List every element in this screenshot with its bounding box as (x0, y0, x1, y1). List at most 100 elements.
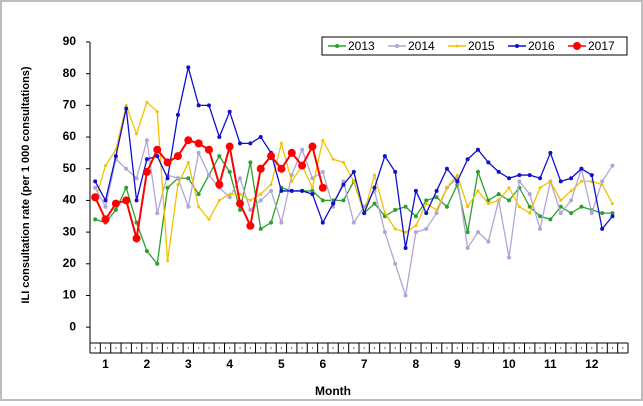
series-marker (444, 166, 449, 171)
x-dot (529, 347, 531, 349)
x-dot (467, 347, 469, 349)
y-tick-label: 60 (63, 129, 77, 143)
x-dot (570, 347, 572, 349)
series-marker (186, 204, 191, 209)
series-marker (434, 195, 439, 200)
series-marker (248, 141, 253, 146)
y-tick-label: 50 (63, 161, 77, 175)
x-dot (591, 347, 593, 349)
series-marker (413, 214, 418, 219)
series-marker (486, 160, 491, 165)
series-marker (248, 207, 253, 212)
series-marker (134, 176, 139, 181)
series-marker (579, 204, 584, 209)
series-marker (310, 186, 314, 190)
series-marker (538, 186, 542, 190)
series-marker (413, 188, 418, 193)
series-marker (528, 211, 532, 215)
series-marker (393, 261, 398, 266)
x-dot (239, 347, 241, 349)
series-marker (101, 215, 110, 224)
series-marker (103, 198, 108, 203)
x-dot (539, 347, 541, 349)
x-dot (394, 347, 396, 349)
series-marker (486, 202, 490, 206)
x-dot (208, 347, 210, 349)
x-dot (487, 347, 489, 349)
series-marker (269, 188, 274, 193)
series-marker (196, 103, 201, 108)
series-marker (124, 185, 129, 190)
series-marker (600, 226, 605, 231)
series-marker (258, 135, 263, 140)
series-marker (197, 205, 201, 209)
legend-label: 2017 (588, 39, 615, 53)
series-marker (372, 201, 377, 206)
x-dot (508, 347, 510, 349)
y-tick-label: 20 (63, 256, 77, 270)
y-tick-label: 70 (63, 98, 77, 112)
x-dot (373, 347, 376, 349)
legend-marker (335, 44, 339, 48)
x-dot (425, 347, 427, 349)
x-dot (177, 347, 179, 349)
series-marker (124, 106, 129, 111)
series-marker (559, 198, 563, 202)
series-marker (155, 261, 160, 266)
series-marker (248, 198, 252, 202)
x-dot (404, 347, 407, 349)
x-dot (104, 347, 107, 349)
x-dot (229, 347, 231, 349)
series-marker (215, 180, 224, 189)
series-marker (124, 103, 128, 107)
legend-marker (395, 44, 399, 48)
series-marker (134, 220, 139, 225)
series-marker (277, 164, 286, 173)
series-marker (93, 217, 98, 222)
series-marker (258, 226, 263, 231)
series-marker (134, 198, 139, 203)
series-marker (166, 259, 170, 263)
series-marker (310, 176, 315, 181)
series-marker (269, 183, 273, 187)
series-marker (256, 164, 265, 173)
series-marker (527, 204, 532, 209)
series-marker (455, 173, 459, 177)
x-dot (332, 347, 334, 349)
series-marker (238, 207, 243, 212)
series-marker (538, 176, 543, 181)
series-marker (558, 204, 563, 209)
series-marker (548, 150, 553, 155)
x-dot (580, 347, 583, 349)
series-marker (238, 176, 243, 181)
series-marker (175, 176, 180, 181)
series-marker (424, 211, 429, 216)
legend-marker (455, 44, 459, 48)
series-marker (289, 188, 294, 193)
series-marker (290, 179, 294, 183)
series-marker (455, 179, 460, 184)
series-marker (318, 183, 327, 192)
series-marker (435, 208, 439, 212)
series-marker (424, 198, 429, 203)
x-dot (135, 347, 138, 349)
series-marker (186, 176, 191, 181)
x-tick-label: 12 (585, 357, 599, 371)
x-dot (156, 347, 158, 349)
series-marker (393, 207, 398, 212)
x-dot (415, 347, 417, 349)
series-marker (236, 199, 245, 208)
series-marker (142, 167, 151, 176)
series-marker (104, 164, 108, 168)
series-marker (393, 227, 397, 231)
y-tick-label: 90 (63, 34, 77, 48)
series-marker (173, 152, 182, 161)
series-marker (444, 204, 449, 209)
series-marker (475, 147, 480, 152)
series-marker (186, 160, 190, 164)
x-dot (518, 347, 520, 349)
y-tick-label: 40 (63, 193, 77, 207)
series-marker (93, 185, 98, 190)
series-marker (558, 211, 563, 216)
series-marker (445, 186, 449, 190)
